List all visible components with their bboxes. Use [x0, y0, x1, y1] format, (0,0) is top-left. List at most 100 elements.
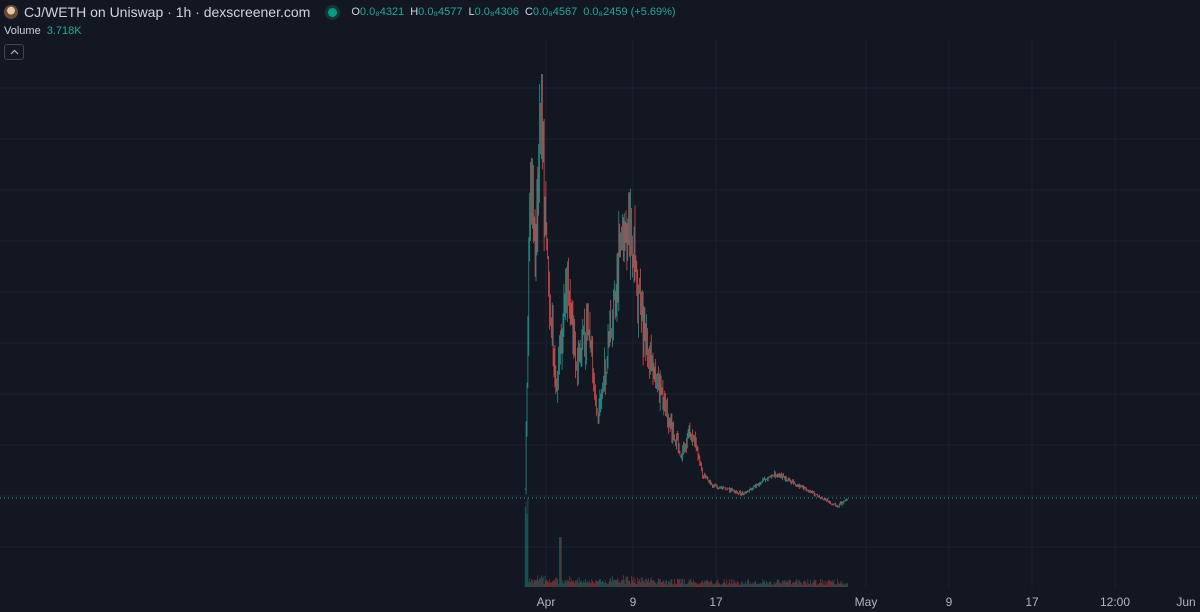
volume-bar [815, 580, 817, 587]
volume-bar [637, 577, 639, 587]
volume-bar [732, 579, 734, 587]
volume-bar [660, 582, 662, 587]
volume-bar [711, 580, 712, 587]
volume-bar [623, 579, 625, 587]
volume-bar [658, 579, 660, 587]
volume-bar [668, 581, 670, 587]
volume-bar [529, 578, 531, 587]
volume-bar [590, 583, 592, 587]
volume-bar [656, 584, 657, 587]
volume-bar [811, 584, 812, 587]
volume-bar [627, 575, 629, 587]
volume-bar [809, 583, 810, 587]
volume-bar [698, 584, 700, 587]
chart-title: CJ/WETH on Uniswap · 1h · dexscreener.co… [24, 4, 311, 20]
volume-bar [790, 580, 792, 587]
volume-bar [525, 501, 527, 587]
volume-bar [572, 581, 574, 587]
volume-bar [527, 497, 529, 587]
volume-bar [526, 513, 528, 587]
volume-bar [569, 582, 571, 587]
volume-bar [610, 577, 612, 587]
volume-bar [772, 584, 774, 587]
volume-bar [840, 580, 842, 587]
volume-legend: Volume 3.718K [4, 25, 82, 37]
volume-bar [693, 579, 694, 587]
volume-bar [639, 579, 640, 587]
ohlc-open: O0.0₈4321 [351, 6, 405, 18]
volume-bar [564, 580, 566, 587]
volume-bar [636, 584, 638, 587]
volume-bar [658, 578, 659, 587]
volume-bar [648, 578, 649, 587]
volume-bar [591, 578, 593, 587]
volume-bar [761, 583, 763, 587]
volume-bar [806, 584, 808, 587]
volume-bar [800, 582, 801, 587]
volume-bar [543, 583, 545, 587]
volume-bar [798, 580, 800, 587]
volume-bar [586, 580, 588, 587]
volume-bar [762, 578, 764, 587]
volume-bar [596, 581, 598, 587]
volume-bar [755, 581, 756, 587]
volume-bar [638, 581, 639, 587]
volume-bar [597, 581, 599, 587]
volume-bar [736, 583, 738, 587]
volume-bar [820, 582, 822, 587]
x-tick-label: 12:00 [1100, 595, 1130, 609]
volume-bar [652, 580, 654, 587]
volume-bar [600, 579, 602, 587]
volume-bar [828, 580, 829, 587]
volume-bar [682, 578, 684, 587]
volume-bar [592, 581, 594, 587]
volume-bar [805, 582, 807, 587]
collapse-legend-button[interactable] [4, 44, 24, 60]
volume-bar [837, 579, 838, 587]
volume-bar [608, 582, 610, 587]
volume-bar [540, 578, 541, 587]
volume-bar [739, 584, 740, 587]
volume-bar [555, 577, 557, 587]
volume-bar [788, 579, 790, 587]
volume-bar [786, 581, 788, 587]
volume-bar [834, 584, 836, 587]
volume-bar [706, 580, 708, 587]
volume-bar [741, 581, 743, 587]
volume-bar [582, 583, 584, 587]
ohlc-low: L0.0₈4306 [468, 6, 519, 18]
volume-bar [672, 584, 674, 587]
volume-bar [758, 583, 760, 587]
volume-bar [748, 584, 750, 587]
ohlc-high: H0.0₈4577 [410, 6, 463, 18]
x-tick-label: 9 [630, 595, 637, 609]
volume-bar [667, 584, 668, 587]
volume-bar [802, 584, 803, 587]
volume-bar [605, 583, 607, 587]
volume-bar [842, 582, 844, 587]
volume-bar [583, 580, 585, 587]
volume-bar [782, 580, 783, 587]
volume-bar [651, 580, 653, 587]
volume-bar [607, 584, 609, 587]
volume-bar [611, 581, 612, 587]
volume-bar [679, 579, 681, 587]
market-status-icon[interactable] [328, 7, 338, 17]
volume-bar [721, 584, 722, 587]
volume-bar [725, 584, 727, 587]
volume-bar [617, 578, 619, 587]
volume-bar [771, 584, 773, 587]
volume-bar [635, 583, 637, 587]
volume-bar [528, 582, 530, 587]
volume-bar [646, 579, 648, 587]
volume-bar [829, 580, 830, 587]
volume-bar [615, 580, 617, 587]
volume-bar [602, 581, 603, 587]
volume-bar [730, 583, 731, 587]
volume-bar [824, 584, 826, 587]
volume-bar [787, 582, 789, 587]
volume-bar [696, 583, 698, 587]
volume-bar [830, 581, 832, 587]
volume-bar [835, 584, 837, 587]
